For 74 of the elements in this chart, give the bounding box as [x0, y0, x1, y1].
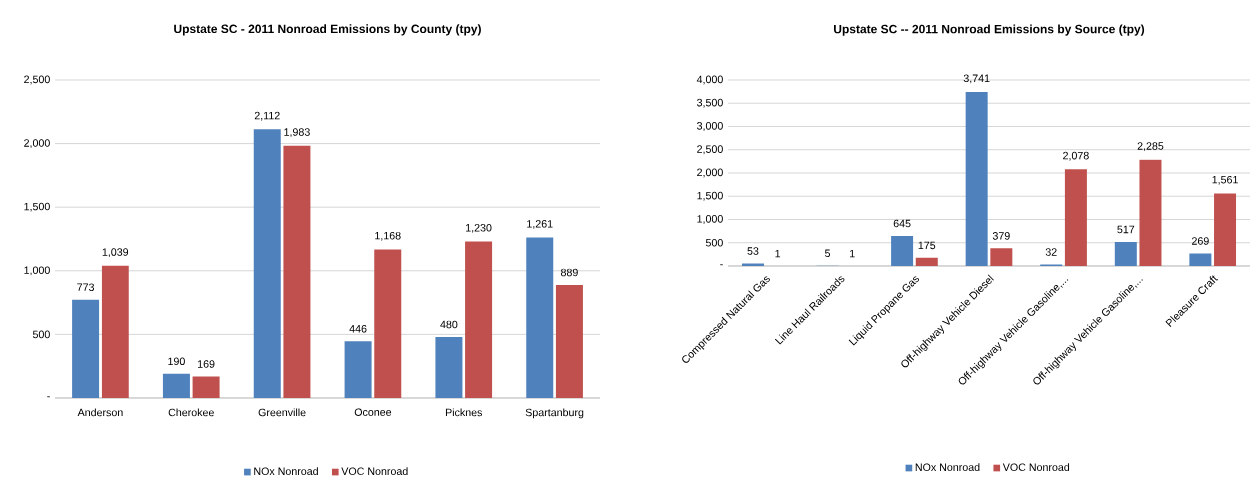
bar — [1114, 241, 1137, 266]
bar — [435, 336, 463, 398]
data-label: 269 — [1192, 237, 1209, 245]
data-label: 1,230 — [466, 224, 492, 233]
data-label: 773 — [77, 283, 95, 291]
data-label: 53 — [747, 247, 759, 255]
data-label: 2,112 — [254, 111, 280, 121]
data-label: 517 — [1117, 225, 1135, 234]
data-label: 3,741 — [963, 74, 990, 84]
data-label: 2,078 — [1063, 151, 1089, 161]
data-label: 1,261 — [527, 220, 553, 229]
y-tick-label: 1,500 — [697, 191, 723, 201]
bar — [101, 265, 129, 398]
data-label: 379 — [992, 232, 1010, 240]
x-tick-label: Oconee — [354, 408, 392, 416]
bar — [555, 284, 583, 398]
data-label: 1,168 — [375, 231, 401, 241]
y-tick-label: 2,000 — [24, 139, 50, 148]
data-label: 5 — [824, 249, 831, 258]
y-tick-label: 500 — [32, 330, 50, 339]
chart-title: Upstate SC -- 2011 Nonroad Emissions by Source (tpy) — [834, 24, 1145, 36]
data-label: 889 — [560, 268, 578, 277]
bar — [1139, 159, 1162, 266]
data-label: 645 — [893, 219, 911, 228]
bar — [253, 129, 281, 398]
legend-label: VOC Nonroad — [1002, 463, 1070, 471]
data-label: 1 — [850, 249, 855, 258]
data-label: 1 — [775, 249, 781, 258]
y-tick-label: 1,000 — [697, 215, 723, 224]
bar — [72, 299, 100, 398]
data-label: 446 — [349, 325, 367, 333]
y-tick-label: - — [720, 264, 723, 266]
legend-label: NOx Nonroad — [915, 463, 980, 471]
y-tick-label: 500 — [705, 238, 723, 247]
data-label: 1,561 — [1212, 175, 1238, 185]
bar — [891, 236, 914, 266]
bar — [1189, 253, 1212, 266]
x-tick-label: Picknes — [445, 408, 483, 417]
bar — [965, 92, 988, 266]
bar — [192, 376, 220, 398]
bar — [526, 237, 554, 398]
y-tick-label: 1,000 — [24, 266, 50, 276]
bar — [283, 145, 311, 398]
data-label: 1,039 — [102, 248, 129, 258]
bar — [1214, 193, 1237, 266]
bar — [465, 241, 493, 398]
legend-label: NOx Nonroad — [254, 467, 318, 476]
y-tick-label: 1,500 — [24, 202, 50, 212]
data-label: 175 — [918, 241, 936, 250]
chart-title: Upstate SC - 2011 Nonroad Emissions by County (tpy) — [174, 24, 481, 36]
data-label: 169 — [198, 360, 215, 368]
data-label: 190 — [168, 357, 185, 366]
y-tick-label: 4,000 — [696, 75, 723, 85]
y-tick-label: 2,000 — [697, 168, 723, 178]
y-tick-label: 2,500 — [697, 145, 723, 155]
y-tick-label: - — [47, 396, 50, 398]
x-tick-label: Spartanburg — [525, 408, 584, 419]
x-tick-label: Anderson — [77, 408, 123, 417]
legend-label: VOC Nonroad — [341, 467, 408, 476]
y-tick-label: 3,500 — [697, 98, 723, 108]
y-tick-label: 3,000 — [697, 122, 723, 131]
bar — [915, 257, 938, 266]
data-label: 1,983 — [284, 128, 310, 138]
data-label: 2,285 — [1137, 142, 1164, 152]
bar — [1064, 169, 1087, 266]
bar — [344, 341, 372, 398]
x-tick-label: Cherokee — [168, 408, 214, 417]
y-tick-label: 2,500 — [24, 75, 50, 85]
bar — [162, 373, 190, 398]
data-label: 32 — [1045, 248, 1057, 256]
bar — [990, 248, 1013, 266]
x-tick-label: Greenville — [258, 408, 306, 417]
bar — [374, 249, 402, 398]
data-label: 480 — [440, 320, 458, 329]
